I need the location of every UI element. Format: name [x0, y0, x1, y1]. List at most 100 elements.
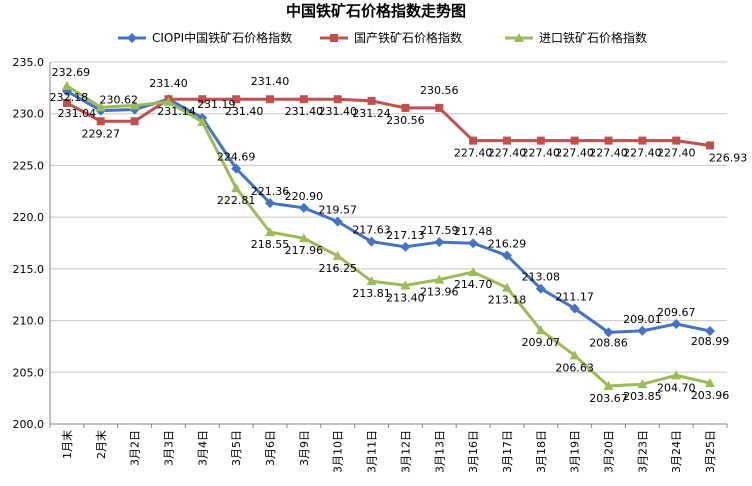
x-tick-label: 3月16日 — [467, 430, 480, 473]
data-label: 229.27 — [82, 127, 121, 140]
data-point — [672, 136, 681, 145]
data-point — [163, 96, 174, 106]
data-point — [603, 381, 614, 391]
data-label: 217.63 — [352, 224, 391, 237]
data-point — [62, 98, 71, 107]
x-tick-label: 3月6日 — [264, 430, 277, 466]
data-label: 232.18 — [50, 91, 89, 104]
data-label: 227.40 — [555, 147, 594, 160]
data-point — [299, 95, 308, 104]
x-tick-label: 3月4日 — [196, 430, 209, 466]
data-label: 204.70 — [657, 381, 696, 394]
data-label: 217.48 — [454, 225, 493, 238]
data-point — [333, 95, 342, 104]
data-point — [569, 350, 580, 360]
x-tick-label: 1月末 — [60, 430, 74, 459]
x-tick-label: 3月5日 — [230, 430, 243, 466]
data-point — [705, 326, 716, 337]
data-point — [569, 303, 580, 314]
data-label: 217.13 — [386, 229, 425, 242]
data-point — [197, 116, 208, 126]
x-tick-label: 3月11日 — [366, 430, 379, 473]
data-label: 230.56 — [420, 84, 459, 97]
series-line — [66, 89, 711, 334]
data-point — [502, 136, 511, 145]
data-point — [332, 216, 343, 227]
x-tick-label: 3月3日 — [162, 430, 175, 466]
data-point — [514, 33, 524, 42]
data-label: 230.62 — [100, 93, 139, 106]
data-label: 214.70 — [454, 278, 493, 291]
series-line — [66, 97, 711, 147]
data-point — [604, 136, 613, 145]
data-point — [298, 233, 309, 243]
data-label: 203.96 — [691, 389, 730, 402]
y-tick-label: 215.0 — [13, 263, 45, 276]
x-tick-label: 3月19日 — [569, 430, 582, 473]
data-point — [330, 34, 338, 42]
data-point — [535, 325, 546, 335]
data-point — [95, 102, 106, 112]
data-label: 231.40 — [285, 105, 324, 118]
data-point — [570, 136, 579, 145]
data-point — [400, 241, 411, 252]
data-point — [603, 327, 614, 338]
data-point — [469, 136, 478, 145]
data-point — [367, 96, 376, 105]
data-point — [198, 95, 207, 104]
data-label: 232.69 — [52, 66, 91, 79]
data-point — [435, 103, 444, 112]
y-tick-label: 210.0 — [13, 315, 45, 328]
data-label: 220.90 — [285, 190, 324, 203]
data-point — [637, 325, 648, 336]
data-label: 231.04 — [58, 107, 97, 120]
x-tick-label: 3月25日 — [704, 430, 717, 473]
data-point — [468, 266, 479, 276]
axes — [49, 62, 728, 428]
data-label: 208.99 — [691, 335, 730, 348]
data-point — [706, 141, 715, 150]
data-point — [231, 183, 242, 193]
y-axis-ticks: 200.0 205.0 210.0 215.0 220.0 225.0 230.0 235.0 — [13, 56, 45, 431]
x-axis-ticks: 1月末 2月末 3月2日 3月3日 3月4日 3月5日 3月6日 3月9日 3月10日 3月11日… — [60, 430, 717, 473]
x-tick-label: 3月10日 — [332, 430, 345, 473]
data-label: 213.18 — [488, 294, 527, 307]
data-label: 213.40 — [386, 291, 425, 304]
data-point — [298, 202, 309, 213]
data-label: 231.40 — [251, 75, 290, 88]
data-point — [468, 238, 479, 249]
data-label: 213.96 — [420, 286, 459, 299]
legend-item-2: 国产铁矿石价格指数 — [320, 30, 462, 45]
data-label: 231.19 — [197, 98, 236, 111]
data-point — [96, 117, 105, 126]
legend-label: 国产铁矿石价格指数 — [354, 30, 462, 45]
data-point — [434, 237, 445, 248]
data-point — [501, 282, 512, 292]
legend-item-3: 进口铁矿石价格指数 — [505, 30, 647, 45]
data-point — [127, 33, 137, 43]
data-label: 226.93 — [709, 151, 748, 164]
data-label: 208.86 — [589, 336, 628, 349]
data-point — [637, 379, 648, 389]
x-tick-label: 3月23日 — [636, 430, 649, 473]
data-point — [130, 117, 139, 126]
x-tick-label: 2月末 — [94, 430, 108, 459]
x-tick-label: 3月2日 — [129, 430, 142, 466]
data-label: 209.01 — [623, 313, 662, 326]
data-label: 216.29 — [488, 238, 527, 251]
data-label: 203.85 — [623, 390, 662, 403]
data-point — [265, 198, 276, 209]
data-point — [232, 95, 241, 104]
data-label: 231.40 — [149, 77, 188, 90]
data-label: 219.57 — [318, 204, 357, 217]
data-label: 221.36 — [251, 185, 290, 198]
data-point — [332, 250, 343, 260]
data-label: 231.14 — [157, 105, 196, 118]
data-label: 203.67 — [589, 392, 628, 405]
data-label: 222.81 — [217, 194, 256, 207]
data-label: 217.96 — [285, 244, 324, 257]
data-point — [536, 136, 545, 145]
series-3 — [61, 80, 716, 391]
y-tick-label: 220.0 — [13, 211, 45, 224]
data-label: 227.40 — [454, 147, 493, 160]
